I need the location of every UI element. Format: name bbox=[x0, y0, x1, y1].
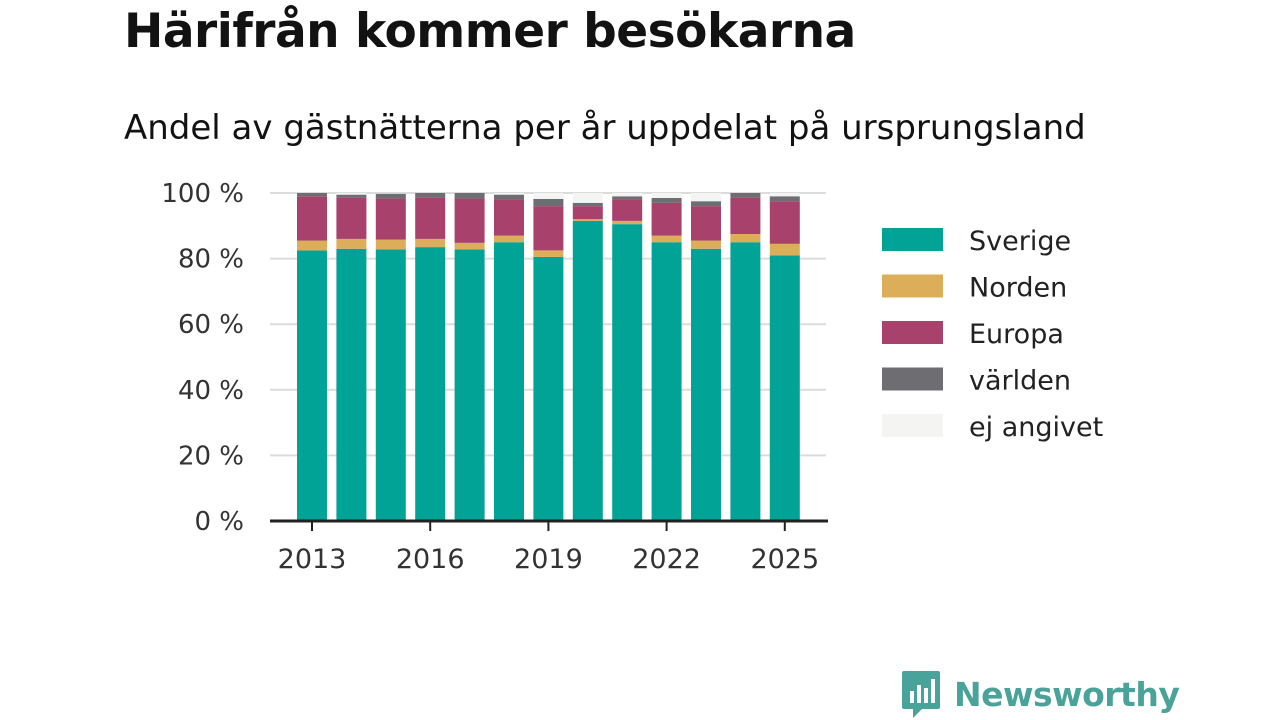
bar-segment-världen-2013 bbox=[297, 193, 327, 197]
bar-segment-Sverige-2024 bbox=[730, 242, 761, 521]
bar-segment-Sverige-2015 bbox=[375, 249, 406, 521]
legend-label-ej-angivet: ej angivet bbox=[969, 412, 1103, 443]
bar-segment-ej-angivet-2018 bbox=[494, 193, 524, 195]
bar-segment-världen-2022 bbox=[651, 197, 682, 203]
bars bbox=[297, 193, 800, 521]
bar-segment-Norden-2023 bbox=[691, 240, 721, 249]
bar-segment-Europa-2018 bbox=[494, 199, 524, 236]
bar-segment-Sverige-2023 bbox=[691, 248, 721, 521]
bar-segment-Norden-2019 bbox=[533, 250, 564, 257]
bar-segment-Sverige-2022 bbox=[651, 242, 682, 521]
bar-segment-världen-2014 bbox=[336, 194, 367, 198]
bar-segment-Europa-2019 bbox=[533, 206, 564, 251]
bar-segment-Europa-2020 bbox=[572, 206, 603, 220]
chart-title: Härifrån kommer besökarna bbox=[124, 4, 856, 59]
y-tick-label: 40 % bbox=[178, 376, 244, 406]
bar-segment-ej-angivet-2014 bbox=[336, 193, 367, 195]
bar-segment-Norden-2015 bbox=[375, 239, 406, 250]
legend-label-Norden: Norden bbox=[969, 273, 1067, 304]
legend-label-världen: världen bbox=[969, 366, 1071, 397]
bar-segment-Sverige-2016 bbox=[415, 247, 446, 521]
bar-segment-Sverige-2013 bbox=[297, 250, 327, 521]
bar-segment-ej-angivet-2020 bbox=[572, 193, 603, 203]
bar-segment-världen-2018 bbox=[494, 194, 524, 200]
bar-segment-Norden-2018 bbox=[494, 235, 524, 243]
brand-logo: Newsworthy bbox=[900, 668, 1180, 720]
bar-segment-Sverige-2020 bbox=[572, 220, 603, 521]
y-tick-label: 60 % bbox=[178, 310, 244, 340]
legend-swatch-världen bbox=[882, 367, 943, 391]
bar-segment-världen-2016 bbox=[415, 193, 446, 198]
bar-segment-Europa-2015 bbox=[375, 198, 406, 240]
bar-segment-Sverige-2014 bbox=[336, 248, 367, 521]
legend-label-Sverige: Sverige bbox=[969, 226, 1071, 257]
bar-segment-Sverige-2021 bbox=[612, 224, 643, 521]
bar-segment-Sverige-2018 bbox=[494, 242, 524, 521]
bar-segment-Norden-2013 bbox=[297, 240, 327, 251]
legend-label-Europa: Europa bbox=[969, 319, 1064, 350]
x-tick-label: 2013 bbox=[278, 544, 347, 575]
bar-segment-Europa-2016 bbox=[415, 197, 446, 239]
bar-segment-världen-2017 bbox=[454, 193, 485, 199]
newsworthy-logo-icon bbox=[902, 671, 940, 718]
bar-segment-Norden-2017 bbox=[454, 242, 485, 250]
bar-segment-ej-angivet-2022 bbox=[651, 193, 682, 198]
bar-segment-Europa-2024 bbox=[730, 197, 761, 234]
bar-segment-ej-angivet-2021 bbox=[612, 193, 643, 197]
bar-segment-ej-angivet-2023 bbox=[691, 193, 721, 202]
bar-segment-Norden-2024 bbox=[730, 234, 761, 243]
bar-segment-Europa-2021 bbox=[612, 199, 643, 221]
chart-subtitle: Andel av gästnätterna per år uppdelat på… bbox=[124, 108, 1086, 148]
bar-segment-Europa-2023 bbox=[691, 206, 721, 241]
legend-swatch-Europa bbox=[882, 321, 943, 344]
x-tick-label: 2019 bbox=[514, 544, 583, 575]
legend-swatch-Sverige bbox=[882, 228, 943, 251]
x-tick-label: 2016 bbox=[396, 544, 465, 575]
legend-swatch-ej-angivet bbox=[882, 414, 943, 437]
y-tick-label: 100 % bbox=[161, 179, 244, 209]
bar-segment-Sverige-2025 bbox=[769, 255, 800, 521]
x-tick-label: 2022 bbox=[632, 544, 701, 575]
bar-segment-världen-2024 bbox=[730, 193, 761, 198]
bar-segment-Sverige-2017 bbox=[454, 249, 485, 521]
bar-segment-ej-angivet-2015 bbox=[375, 193, 406, 194]
bar-segment-Norden-2020 bbox=[572, 219, 603, 221]
bar-segment-Europa-2017 bbox=[454, 198, 485, 243]
x-tick-label: 2025 bbox=[750, 544, 819, 575]
bar-segment-Europa-2013 bbox=[297, 196, 327, 241]
bar-segment-världen-2025 bbox=[769, 196, 800, 202]
axes: 0 % 20 % 40 % 60 % 80 % 100 % 2013 2016 2019 2022… bbox=[161, 179, 828, 575]
bar-segment-Europa-2025 bbox=[769, 201, 800, 244]
bar-segment-Norden-2025 bbox=[769, 243, 800, 256]
bar-segment-världen-2019 bbox=[533, 198, 564, 207]
legend-swatch-Norden bbox=[882, 274, 943, 298]
legend: Sverige Norden Europa världen ej angivet bbox=[882, 226, 1103, 443]
brand-name: Newsworthy bbox=[954, 674, 1180, 714]
bar-segment-världen-2015 bbox=[375, 193, 406, 199]
bar-segment-ej-angivet-2019 bbox=[533, 193, 564, 199]
y-tick-label: 0 % bbox=[194, 507, 244, 537]
bar-segment-Europa-2022 bbox=[651, 202, 682, 236]
y-tick-label: 80 % bbox=[178, 245, 244, 275]
bar-segment-Norden-2016 bbox=[415, 238, 446, 248]
bar-segment-Europa-2014 bbox=[336, 197, 367, 239]
bar-segment-Norden-2014 bbox=[336, 238, 367, 249]
bar-segment-världen-2021 bbox=[612, 196, 643, 200]
bar-segment-världen-2020 bbox=[572, 202, 603, 207]
bar-segment-Norden-2022 bbox=[651, 235, 682, 243]
bar-segment-världen-2023 bbox=[691, 201, 721, 207]
y-tick-label: 20 % bbox=[178, 441, 244, 471]
bar-segment-ej-angivet-2025 bbox=[769, 193, 800, 197]
bar-segment-Norden-2021 bbox=[612, 220, 643, 225]
bar-segment-Sverige-2019 bbox=[533, 256, 564, 521]
